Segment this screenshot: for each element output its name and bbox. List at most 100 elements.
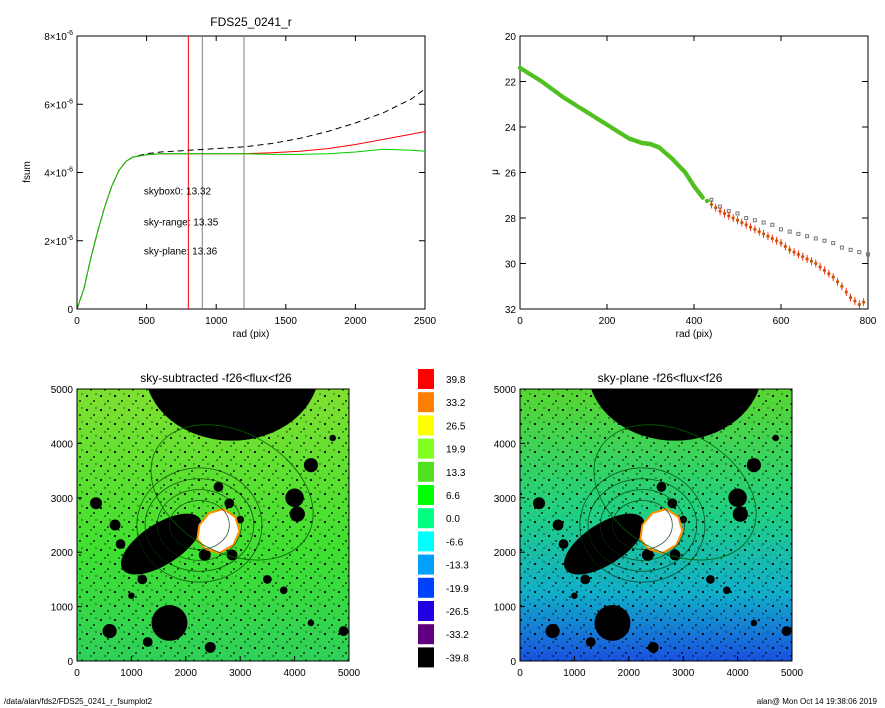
source-mask [224, 498, 235, 509]
colorbar-swatch [418, 415, 434, 436]
source-mask [279, 586, 288, 595]
fsum-series-line [76, 88, 426, 310]
mu-x-ticks: 0 200 400 600 800 [517, 36, 877, 327]
fsum-title: FDS25_0241_r [210, 15, 291, 29]
sky-plane-title: sky-plane -f26<flux<f26 [598, 371, 723, 385]
profile-point [753, 227, 757, 231]
mu-y-tick-label: 20 [505, 32, 517, 43]
fsum-x-tick-label: 1500 [275, 316, 298, 327]
aperture-ellipse [156, 489, 242, 561]
aperture-ellipse [587, 478, 698, 572]
profile-point [844, 290, 848, 294]
image-x-tick-label: 2000 [175, 668, 198, 679]
source-mask [151, 604, 188, 641]
source-mask [285, 488, 304, 508]
source-mask [338, 626, 349, 636]
mu-y-tick-label: 24 [505, 123, 517, 134]
skybox-point [735, 211, 740, 216]
source-mask [303, 458, 318, 473]
image-x-tick-label: 4000 [726, 668, 749, 679]
source-mask [90, 497, 103, 510]
profile-point [766, 234, 770, 238]
colorbar-swatch [418, 531, 434, 552]
skybox-point [796, 231, 801, 236]
source-mask [647, 641, 659, 653]
skybox-point [866, 252, 870, 257]
profile-point [796, 252, 801, 256]
fsum-x-tick-label: 1000 [205, 316, 228, 327]
profile-point [735, 218, 740, 222]
profile-point [801, 255, 805, 259]
colorbar-label: 26.5 [446, 421, 466, 432]
mu-x-tick-label: 400 [686, 316, 703, 327]
mu-y-ticks: 20 22 24 26 28 30 32 [505, 32, 868, 316]
galaxy-mask [563, 513, 645, 575]
fsum-x-tick-label: 2500 [414, 316, 437, 327]
image-x-tick-label: 5000 [338, 668, 361, 679]
source-mask [594, 604, 631, 641]
galaxy-mask [120, 513, 202, 575]
source-mask [667, 498, 678, 509]
skybox-point [857, 250, 862, 255]
fsum-xlabel: rad (pix) [233, 329, 270, 340]
profile-point [814, 261, 818, 266]
aperture-ellipse [144, 478, 255, 572]
skybox-point [770, 222, 775, 227]
source-mask [329, 434, 336, 442]
image-x-tick-label: 3000 [672, 668, 695, 679]
sky-plane-x-ticks: 0 1000 2000 3000 4000 5000 [517, 656, 804, 679]
colorbar-swatch [418, 461, 434, 482]
source-mask [552, 519, 564, 531]
profile-point [700, 195, 705, 200]
skybox-point [761, 220, 766, 225]
fsum-x-tick-label: 2000 [344, 316, 367, 327]
profile-point [727, 214, 731, 218]
profile-point [718, 209, 722, 213]
source-mask [641, 548, 654, 561]
fsum-x-tick-label: 500 [138, 316, 155, 327]
image-y-tick-label: 3000 [494, 494, 517, 505]
skybox-point [848, 247, 853, 252]
source-mask [772, 434, 779, 442]
source-mask [679, 515, 688, 524]
profile-point [792, 250, 796, 254]
mu-ylabel: μ [490, 169, 501, 175]
profile-point [849, 296, 853, 300]
source-mask [198, 548, 211, 561]
sky-subtracted-panel: sky-subtracted -f26<flux<f26 0 1000 2000 30… [51, 371, 361, 679]
profile-point [709, 202, 714, 206]
profile-point [740, 220, 744, 225]
source-mask [263, 575, 272, 584]
fsum-y-tick-label: 2×10-6 [44, 235, 73, 248]
colorbar-label: -6.6 [446, 537, 464, 548]
mu-x-tick-label: 200 [599, 316, 616, 327]
colorbar-label: 19.9 [446, 445, 466, 456]
profile-point [857, 302, 861, 307]
profile-point [779, 241, 783, 245]
profile-point [783, 244, 787, 249]
profile-point [770, 236, 774, 241]
skybox-point [813, 236, 818, 241]
fsum-y-tick-label: 6×10-6 [44, 98, 73, 111]
colorbar-swatch [418, 554, 434, 575]
profile-point [714, 206, 718, 210]
footer-path: /data/alan/fds2/FDS25_0241_r_fsumplot2 [4, 697, 153, 706]
profile-point [862, 300, 866, 304]
fsum-series-line [76, 148, 426, 310]
colorbar-label: 33.2 [446, 398, 466, 409]
fsum-x-ticks: 0 500 1000 1500 2000 2500 [74, 36, 437, 327]
skybox-point [787, 229, 792, 234]
sky-annotation: sky-range: 13.35 [144, 217, 219, 228]
colorbar-label: -26.5 [446, 607, 469, 618]
colorbar-swatch [418, 438, 434, 459]
profile-point [731, 216, 735, 220]
mu-y-tick-label: 26 [505, 169, 517, 180]
sky-plane-panel: sky-plane -f26<flux<f26 0 1000 2000 3000 400… [494, 371, 804, 679]
mu-panel: 0 200 400 600 800 20 22 24 26 28 30 32 rad (pix) μ [490, 32, 877, 340]
source-mask [722, 586, 731, 595]
fsum-x-tick-label: 0 [74, 316, 80, 327]
sky-region-lines [187, 36, 245, 309]
outer-ellipse [150, 424, 314, 561]
image-x-tick-label: 1000 [120, 668, 143, 679]
mu-x-tick-label: 600 [773, 316, 790, 327]
